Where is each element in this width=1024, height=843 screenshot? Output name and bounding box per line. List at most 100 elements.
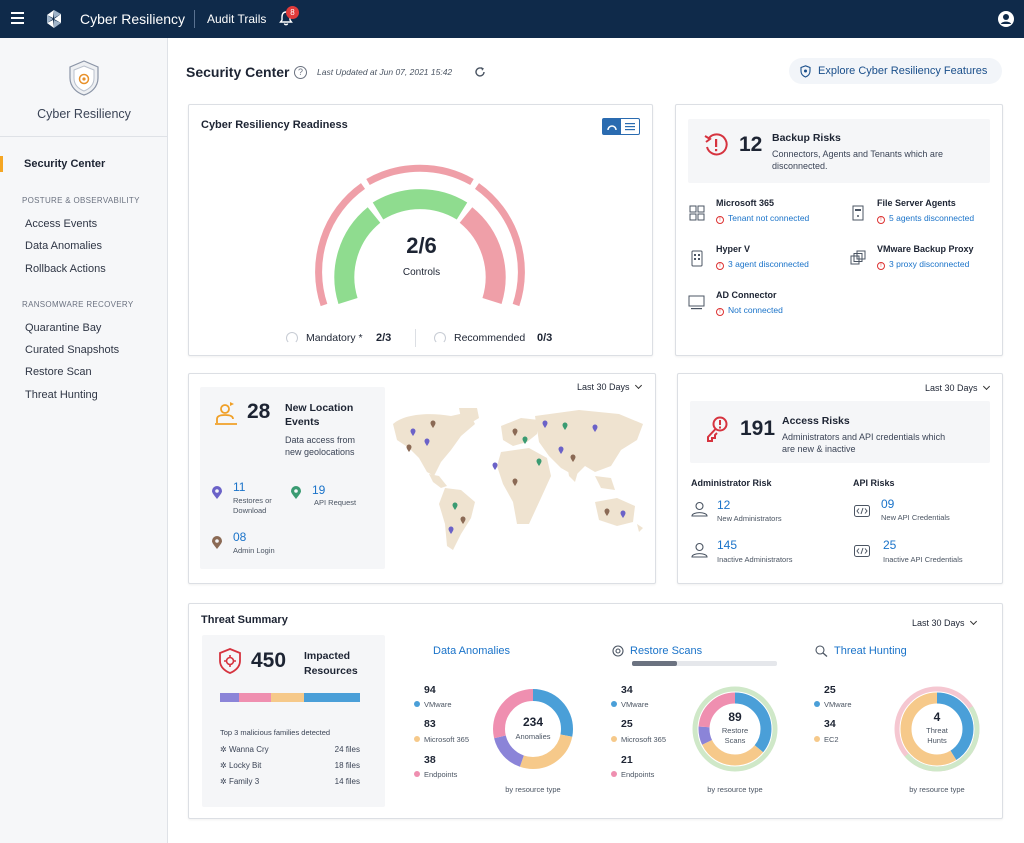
sidebar-item-curated-snapshots[interactable]: Curated Snapshots [25, 344, 120, 356]
gauge-view-button[interactable] [603, 119, 621, 134]
api-new-label: New API Credentials [881, 513, 950, 522]
location-events-card: Last 30 Days 28 New Location Events Data… [188, 373, 656, 584]
main-content: Security Center ? Last Updated at Jun 07… [168, 38, 1024, 843]
admin-new-count[interactable]: 12 [717, 498, 731, 512]
explore-features-button[interactable]: Explore Cyber Resiliency Features [789, 58, 1002, 84]
mandatory-value: 2/3 [376, 332, 392, 344]
restores-label-2: Download [233, 506, 267, 515]
backup-item-name: VMware Backup Proxy [877, 244, 974, 254]
backup-item-status[interactable]: ! 3 proxy disconnected [877, 259, 969, 270]
location-range-dropdown[interactable]: Last 30 Days [577, 381, 643, 392]
access-risks-desc-1: Administrators and API credentials which [782, 432, 946, 442]
backup-item-status[interactable]: ! Tenant not connected [716, 213, 809, 224]
api-inactive-count[interactable]: 25 [883, 538, 897, 552]
location-count: 28 [247, 400, 271, 423]
refresh-icon[interactable] [474, 66, 486, 78]
threat-range-dropdown[interactable]: Last 30 Days [912, 617, 978, 628]
anomaly-value: 94 [424, 684, 436, 696]
view-toggle [602, 118, 640, 135]
restore-label: Microsoft 365 [611, 735, 666, 744]
restore-scans-title[interactable]: Restore Scans [630, 645, 703, 657]
pin-icon [212, 536, 222, 549]
readiness-gauge [315, 164, 525, 307]
audit-trails-link[interactable]: Audit Trails [207, 12, 267, 26]
code-icon [854, 545, 870, 557]
hunting-label: EC2 [814, 735, 839, 744]
restore-label: Endpoints [611, 770, 654, 779]
backup-item-status[interactable]: ! 3 agent disconnected [716, 259, 809, 270]
sidebar-item-data-anomalies[interactable]: Data Anomalies [25, 240, 103, 252]
help-icon[interactable]: ? [294, 66, 307, 79]
sidebar-item-restore-scan[interactable]: Restore Scan [25, 366, 92, 378]
backup-item-status[interactable]: ! Not connected [716, 305, 783, 316]
gauge-inner-left [334, 207, 381, 304]
sidebar-item-access-events[interactable]: Access Events [25, 218, 98, 230]
last-updated: Last Updated at Jun 07, 2021 15:42 [317, 67, 453, 77]
user-icon [691, 501, 708, 517]
backup-risks-card[interactable]: 12 Backup Risks Connectors, Agents and T… [675, 104, 1003, 356]
restore-value: 21 [621, 754, 633, 766]
chevron-down-icon [983, 382, 991, 391]
threat-hunting-title[interactable]: Threat Hunting [834, 645, 907, 657]
sidebar-item-rollback-actions[interactable]: Rollback Actions [25, 263, 106, 275]
bar-segment-blue [304, 693, 360, 702]
sidebar-divider [0, 136, 167, 137]
readiness-value-label: Controls [402, 267, 441, 278]
restore-label: VMware [611, 700, 649, 709]
access-risks-title: Access Risks [782, 415, 850, 427]
user-avatar-icon[interactable] [998, 11, 1014, 27]
list-view-button[interactable] [621, 119, 639, 134]
recommended-value: 0/3 [537, 332, 553, 344]
sidebar-section-posture: POSTURE & OBSERVABILITY [22, 196, 140, 205]
anomaly-label: Microsoft 365 [414, 735, 469, 744]
gauge-inner-top [372, 189, 468, 220]
readiness-card: Cyber Resiliency Readiness 2/6 Controls … [188, 104, 653, 356]
hyperv-icon [691, 250, 703, 267]
anomaly-label: VMware [414, 700, 452, 709]
grid-icon [689, 205, 705, 221]
sidebar-item-threat-hunting[interactable]: Threat Hunting [25, 389, 98, 401]
family-row: ✲ Locky Bit 18 files [220, 761, 360, 770]
restore-caption: by resource type [707, 785, 763, 794]
backup-risks-title: Backup Risks [772, 132, 841, 144]
monitor-icon [688, 295, 705, 310]
restores-count[interactable]: 11 [233, 480, 246, 494]
sidebar-item-security-center[interactable]: Security Center [24, 158, 106, 170]
impacted-label-1: Impacted [304, 650, 351, 662]
access-risks-count: 191 [740, 417, 776, 440]
shield-virus-icon [219, 648, 241, 674]
top-bar: Cyber Resiliency Audit Trails 8 [0, 0, 1024, 38]
api-risk-heading: API Risks [853, 478, 895, 488]
backup-risks-desc-1: Connectors, Agents and Tenants which are [772, 149, 943, 159]
api-new-count[interactable]: 09 [881, 497, 895, 511]
sidebar-item-quarantine-bay[interactable]: Quarantine Bay [25, 322, 102, 334]
list-view-icon [625, 123, 635, 131]
families-heading: Top 3 malicious families detected [220, 728, 331, 737]
active-indicator [0, 156, 3, 172]
mandatory-dot [286, 332, 298, 344]
pin-icon [291, 486, 301, 499]
impacted-label-2: Resources [304, 665, 358, 677]
bug-icon: ✲ [220, 761, 227, 770]
hamburger-menu-icon[interactable] [11, 12, 24, 24]
bug-icon: ✲ [220, 777, 227, 786]
gauge-outer-right [474, 183, 525, 307]
data-anomalies-title[interactable]: Data Anomalies [433, 645, 511, 657]
api-request-count[interactable]: 19 [312, 483, 326, 497]
anomaly-value: 83 [424, 718, 436, 730]
backup-item-name: Hyper V [716, 244, 751, 254]
hunting-total-label-2: Hunts [927, 736, 947, 745]
hunting-total: 4 [933, 710, 941, 724]
admin-login-count[interactable]: 08 [233, 530, 247, 544]
topbar-divider [194, 10, 195, 28]
access-range-dropdown[interactable]: Last 30 Days [925, 382, 991, 393]
readiness-title: Cyber Resiliency Readiness [201, 119, 348, 131]
hunting-label: VMware [814, 700, 852, 709]
backup-risks-desc-2: disconnected. [772, 161, 828, 171]
anomalies-caption: by resource type [505, 785, 561, 794]
admin-inactive-count[interactable]: 145 [717, 538, 738, 552]
backup-item-status[interactable]: ! 5 agents disconnected [877, 213, 974, 224]
backup-risks-count: 12 [739, 133, 763, 156]
backup-item-name: Microsoft 365 [716, 198, 775, 208]
anomalies-total-label: Anomalies [515, 732, 551, 741]
